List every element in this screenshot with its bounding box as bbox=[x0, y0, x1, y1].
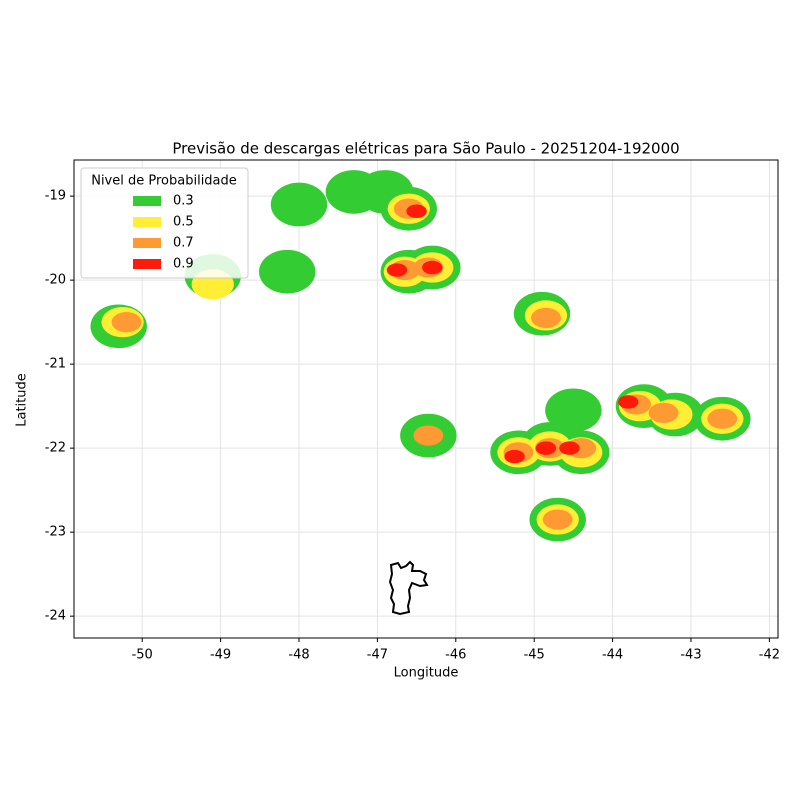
probability-cell bbox=[504, 449, 525, 464]
legend-label: 0.7 bbox=[173, 236, 194, 251]
probability-cell bbox=[618, 395, 639, 409]
plot-frame bbox=[73, 159, 779, 639]
legend-label: 0.5 bbox=[173, 215, 194, 230]
x-tick-label: -44 bbox=[602, 648, 623, 663]
x-tick-label: -42 bbox=[759, 648, 780, 663]
probability-cell bbox=[111, 312, 142, 333]
x-tick-label: -46 bbox=[445, 648, 466, 663]
x-tick-label: -49 bbox=[210, 648, 231, 663]
x-tick-label: -48 bbox=[288, 648, 309, 663]
probability-cell bbox=[386, 263, 408, 277]
probability-cell bbox=[259, 249, 316, 294]
y-tick-label: -23 bbox=[45, 525, 66, 540]
probability-cell bbox=[545, 388, 602, 433]
chart-title: Previsão de descargas elétricas para São… bbox=[172, 140, 679, 158]
probability-cell bbox=[422, 260, 443, 275]
probability-cell bbox=[542, 509, 573, 530]
x-tick-label: -47 bbox=[367, 648, 388, 663]
probability-cell bbox=[325, 170, 383, 214]
probability-cell bbox=[270, 182, 328, 227]
y-axis-label: Latitude bbox=[15, 373, 30, 427]
legend: Nivel de Probabilidade 0.3 0.5 0.7 0.9 bbox=[80, 167, 249, 279]
ticks: -50 -49 -48 -47 -46 -45 -44 -43 -42 -24 -23 -22 -21 -… bbox=[45, 189, 780, 663]
probability-cell bbox=[531, 307, 561, 329]
y-tick-label: -22 bbox=[45, 441, 66, 456]
legend-swatch bbox=[133, 217, 161, 227]
probability-cell bbox=[406, 204, 427, 218]
x-axis-label: Longitude bbox=[394, 666, 459, 681]
legend-swatch bbox=[133, 259, 161, 269]
probability-cell bbox=[535, 441, 557, 455]
legend-swatch bbox=[133, 196, 161, 206]
x-tick-label: -50 bbox=[132, 648, 153, 663]
probability-cell bbox=[559, 441, 580, 455]
x-tick-label: -45 bbox=[524, 648, 545, 663]
probability-cell bbox=[413, 425, 444, 446]
y-tick-label: -24 bbox=[45, 609, 66, 624]
city-outline bbox=[388, 560, 429, 616]
legend-title: Nivel de Probabilidade bbox=[91, 174, 237, 189]
y-tick-label: -21 bbox=[45, 357, 66, 372]
legend-swatch bbox=[133, 238, 161, 248]
x-tick-label: -43 bbox=[680, 648, 701, 663]
y-tick-label: -20 bbox=[45, 273, 66, 288]
contours bbox=[90, 170, 751, 542]
legend-label: 0.3 bbox=[173, 194, 194, 209]
legend-label: 0.9 bbox=[173, 257, 194, 272]
probability-cell bbox=[707, 408, 738, 429]
y-tick-label: -19 bbox=[45, 189, 66, 204]
legend-box bbox=[80, 167, 249, 279]
probability-cell bbox=[648, 402, 679, 423]
